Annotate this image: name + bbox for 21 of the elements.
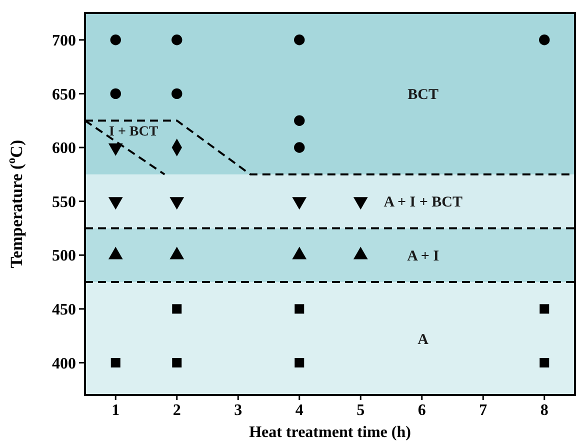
x-tick-label: 8 xyxy=(540,402,548,419)
x-tick-label: 1 xyxy=(112,402,120,419)
band-label: A + I + BCT xyxy=(384,194,462,211)
y-tick-label: 450 xyxy=(52,302,76,319)
y-tick-label: 600 xyxy=(52,140,76,158)
series-label: I + BCT xyxy=(109,124,159,140)
x-tick-label: 6 xyxy=(418,402,426,419)
x-tick-label: 7 xyxy=(479,402,488,419)
band-label: A xyxy=(418,332,429,348)
y-tick-label: 550 xyxy=(52,194,76,211)
y-tick-label: 650 xyxy=(52,86,76,104)
band-label: BCT xyxy=(408,86,439,103)
x-tick-label: 4 xyxy=(295,402,304,419)
x-axis-title: Heat treatment time (h) xyxy=(249,424,411,441)
x-tick-label: 5 xyxy=(356,402,365,419)
band-label: A + I xyxy=(407,248,440,264)
y-tick-label: 700 xyxy=(52,32,76,50)
y-tick-label: 500 xyxy=(52,248,76,265)
x-tick-label: 3 xyxy=(234,402,242,419)
x-tick-label: 2 xyxy=(172,402,181,419)
y-tick-label: 400 xyxy=(52,355,76,372)
